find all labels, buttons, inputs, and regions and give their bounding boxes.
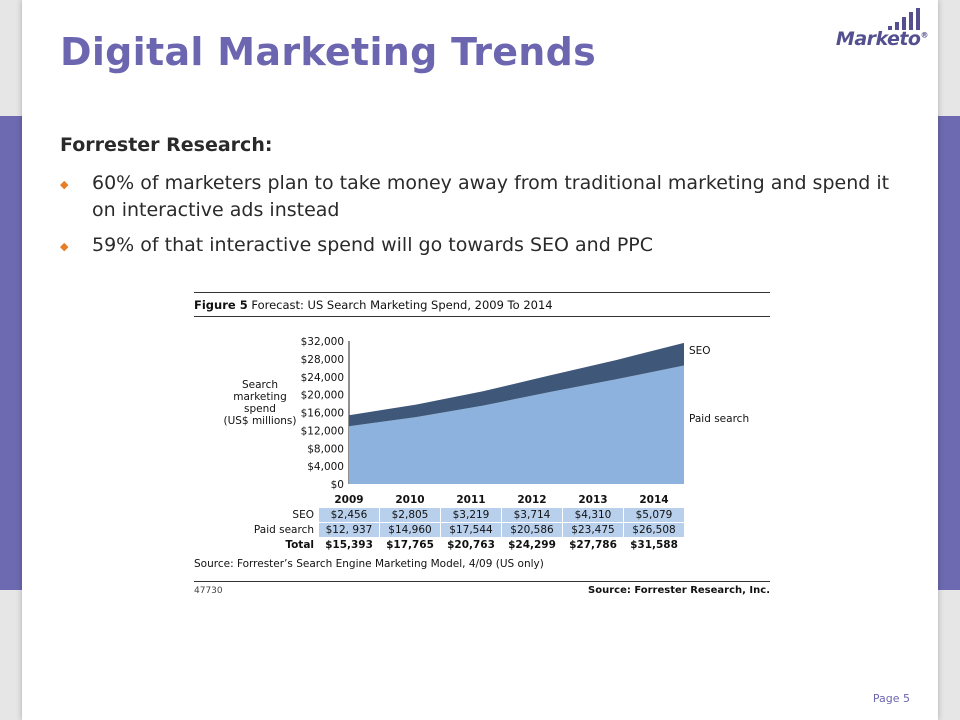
y-axis-title-line: (US$ millions) xyxy=(223,415,296,427)
total-cell: $17,765 xyxy=(386,539,434,551)
figure-id: 47730 xyxy=(194,586,223,596)
area-series xyxy=(349,342,684,484)
y-tick-label: $28,000 xyxy=(301,354,344,366)
figure-source-note: Source: Forrester’s Search Engine Market… xyxy=(194,558,544,570)
y-axis-ticks: $32,000 $28,000 $24,000 $20,000 $16,000 $12,0… xyxy=(301,336,344,490)
y-tick-label: $12,000 xyxy=(301,425,344,437)
total-cell: $20,763 xyxy=(447,539,495,551)
table-cell: $5,079 xyxy=(624,508,684,522)
year-header: 2010 xyxy=(395,494,425,506)
slide: Digital Marketing Trends Marketo® Forres… xyxy=(22,0,938,720)
y-tick-label: $8,000 xyxy=(307,443,344,455)
table-cell: $23,475 xyxy=(563,523,623,537)
row-label: Total xyxy=(285,539,314,551)
year-header: 2012 xyxy=(517,494,547,506)
series-label: SEO xyxy=(689,345,711,357)
forrester-figure: Figure 5 Forecast: US Search Marketing S… xyxy=(194,290,770,600)
table-row-seo: SEO $2,456 $2,805 $3,219 $3,714 $4,310 $… xyxy=(195,508,684,522)
table-cell: $2,456 xyxy=(319,508,379,522)
table-cell: $3,219 xyxy=(441,508,501,522)
y-tick-label: $32,000 xyxy=(301,336,344,348)
area-seo xyxy=(349,342,684,427)
y-tick-label: $24,000 xyxy=(301,372,344,384)
figure-top-rule xyxy=(194,292,770,293)
table-cell: $4,310 xyxy=(563,508,623,522)
table-row-total: Total $15,393 $17,765 $20,763 $24,299 $2… xyxy=(195,538,684,552)
y-tick-label: $0 xyxy=(331,479,344,490)
figure-title: Figure 5 Forecast: US Search Marketing S… xyxy=(194,298,553,312)
table-cell: $12, 937 xyxy=(319,523,379,537)
table-row-paid-search: Paid search $12, 937 $14,960 $17,544 $20… xyxy=(195,523,684,537)
figure-source-credit: Source: Forrester Research, Inc. xyxy=(588,585,770,596)
spend-table: 2009 2010 2011 2012 2013 2014 SEO $2,456… xyxy=(194,492,685,553)
figure-bottom-rule xyxy=(194,581,770,582)
y-tick-label: $20,000 xyxy=(301,390,344,402)
page-number: Page 5 xyxy=(872,692,910,705)
figure-title-rule xyxy=(194,316,770,317)
total-cell: $24,299 xyxy=(508,539,556,551)
y-axis-title-line: spend xyxy=(244,403,276,415)
area-paid-search xyxy=(349,365,684,484)
bullet-item: ◆ 60% of marketers plan to take money awa… xyxy=(60,172,890,221)
table-cell: $2,805 xyxy=(380,508,440,522)
total-cell: $15,393 xyxy=(325,539,373,551)
year-header: 2011 xyxy=(456,494,486,506)
y-axis-title-line: Search xyxy=(242,379,278,391)
y-tick-label: $4,000 xyxy=(307,461,344,473)
y-tick-label: $16,000 xyxy=(301,408,344,420)
slide-title: Digital Marketing Trends xyxy=(60,30,597,74)
total-cell: $31,588 xyxy=(630,539,678,551)
right-accent-band xyxy=(938,116,960,590)
year-header: 2009 xyxy=(334,494,364,506)
table-cell: $26,508 xyxy=(624,523,684,537)
row-label: SEO xyxy=(292,509,314,521)
year-header: 2013 xyxy=(578,494,608,506)
series-label: Paid search xyxy=(689,413,749,425)
y-axis-title-line: marketing xyxy=(233,391,287,403)
table-cell: $14,960 xyxy=(380,523,440,537)
logo-wordmark: Marketo® xyxy=(835,28,929,50)
table-cell: $17,544 xyxy=(441,523,501,537)
orange-diamond-bullet-icon: ◆ xyxy=(60,178,69,191)
table-cell: $3,714 xyxy=(502,508,562,522)
left-accent-band xyxy=(0,116,22,590)
bullet-item: ◆ 59% of that interactive spend will go t… xyxy=(60,232,900,259)
series-labels: Paid search SEO xyxy=(689,345,749,425)
signal-bars-icon xyxy=(888,8,922,30)
bullet-list: ◆ 60% of marketers plan to take money awa… xyxy=(60,170,900,267)
row-label: Paid search xyxy=(253,524,314,536)
table-cell: $20,586 xyxy=(502,523,562,537)
year-header: 2014 xyxy=(639,494,669,506)
orange-diamond-bullet-icon: ◆ xyxy=(60,240,69,253)
total-cell: $27,786 xyxy=(569,539,617,551)
marketo-logo: Marketo® xyxy=(835,8,929,52)
table-header-row: 2009 2010 2011 2012 2013 2014 xyxy=(195,493,684,507)
subheading: Forrester Research: xyxy=(60,134,273,156)
